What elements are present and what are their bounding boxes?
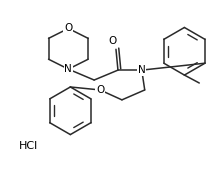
Text: O: O: [96, 85, 104, 95]
Text: O: O: [64, 23, 73, 33]
Text: HCl: HCl: [19, 141, 38, 151]
Text: N: N: [65, 64, 72, 74]
Text: O: O: [108, 36, 116, 46]
Text: N: N: [138, 65, 146, 75]
